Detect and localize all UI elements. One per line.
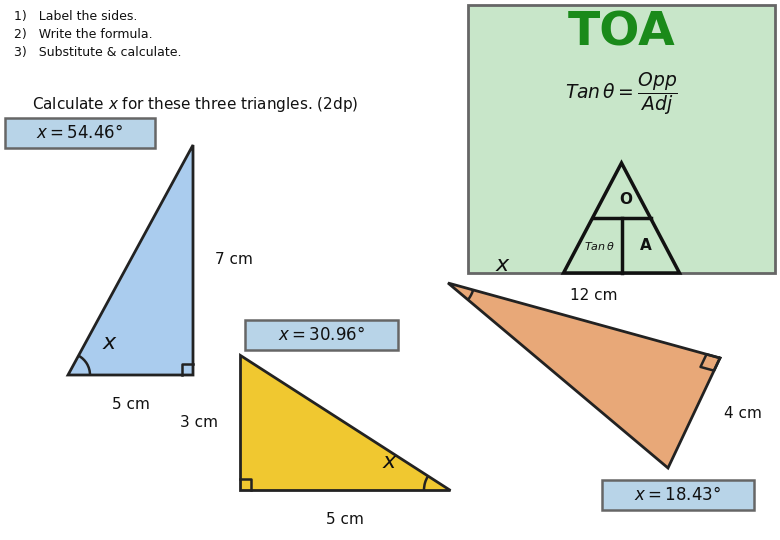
Text: 3)   Substitute & calculate.: 3) Substitute & calculate. bbox=[14, 46, 182, 59]
Text: O: O bbox=[619, 192, 632, 207]
FancyBboxPatch shape bbox=[5, 118, 155, 148]
Text: $x = 30.96°$: $x = 30.96°$ bbox=[278, 326, 365, 344]
Text: 4 cm: 4 cm bbox=[724, 406, 762, 421]
Polygon shape bbox=[448, 283, 720, 468]
Polygon shape bbox=[563, 163, 679, 273]
Text: TOA: TOA bbox=[568, 10, 675, 55]
Text: $x = 18.43°$: $x = 18.43°$ bbox=[634, 486, 722, 504]
Text: $x = 54.46°$: $x = 54.46°$ bbox=[37, 124, 123, 142]
Text: $\mathit{x}$: $\mathit{x}$ bbox=[495, 255, 511, 275]
Text: 2)   Write the formula.: 2) Write the formula. bbox=[14, 28, 153, 41]
FancyBboxPatch shape bbox=[245, 320, 398, 350]
Text: 3 cm: 3 cm bbox=[180, 415, 218, 430]
Text: Calculate $x$ for these three triangles. (2dp): Calculate $x$ for these three triangles.… bbox=[32, 95, 358, 114]
Polygon shape bbox=[68, 145, 193, 375]
FancyBboxPatch shape bbox=[602, 480, 754, 510]
Text: 5 cm: 5 cm bbox=[326, 512, 364, 527]
Text: $\mathit{x}$: $\mathit{x}$ bbox=[102, 333, 118, 353]
Text: A: A bbox=[640, 238, 652, 253]
Text: 1)   Label the sides.: 1) Label the sides. bbox=[14, 10, 137, 23]
FancyBboxPatch shape bbox=[468, 5, 775, 273]
Text: $\mathit{x}$: $\mathit{x}$ bbox=[382, 452, 398, 472]
Text: 5 cm: 5 cm bbox=[112, 397, 150, 412]
Text: $\mathit{Tan}\,\theta$: $\mathit{Tan}\,\theta$ bbox=[584, 240, 615, 252]
Text: 12 cm: 12 cm bbox=[570, 287, 618, 302]
Text: $\mathit{Tan}\,\theta = \dfrac{\mathit{Opp}}{\mathit{Adj}}$: $\mathit{Tan}\,\theta = \dfrac{\mathit{O… bbox=[565, 70, 678, 117]
Text: 7 cm: 7 cm bbox=[215, 253, 253, 267]
Polygon shape bbox=[240, 355, 450, 490]
